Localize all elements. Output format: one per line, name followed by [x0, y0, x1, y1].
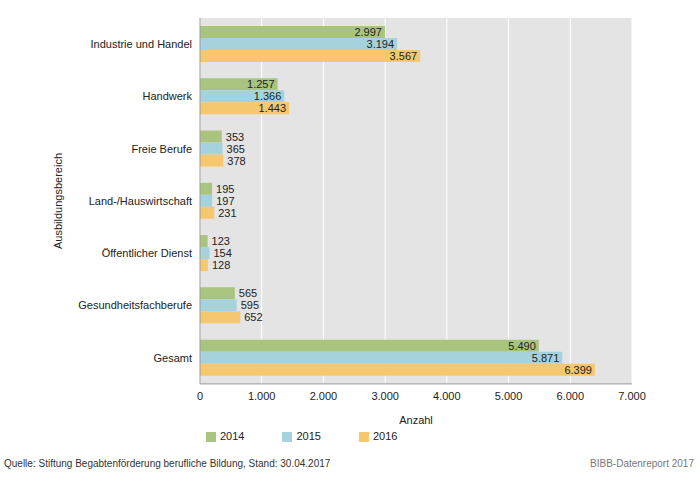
svg-text:1.443: 1.443 [259, 102, 287, 114]
svg-text:123: 123 [212, 235, 230, 247]
svg-text:Land-/Hauswirtschaft: Land-/Hauswirtschaft [89, 195, 192, 207]
svg-text:3.000: 3.000 [371, 390, 399, 402]
svg-text:2.000: 2.000 [310, 390, 338, 402]
svg-text:365: 365 [227, 143, 245, 155]
svg-text:1.257: 1.257 [247, 78, 275, 90]
svg-text:4.000: 4.000 [433, 390, 461, 402]
html-text:2014: 2014 [220, 429, 245, 442]
html-text:2016: 2016 [373, 429, 398, 442]
svg-text:Freie Berufe: Freie Berufe [131, 143, 192, 155]
svg-text:565: 565 [239, 287, 257, 299]
svg-text:595: 595 [241, 299, 259, 311]
svg-text:128: 128 [212, 259, 230, 271]
svg-text:7.000: 7.000 [618, 390, 646, 402]
html-text:Quelle: Stiftung Begabtenförde: Quelle: Stiftung Begabtenförderung beruf… [4, 458, 331, 469]
svg-text:6.399: 6.399 [564, 364, 592, 376]
svg-text:Ausbildungsbereich: Ausbildungsbereich [52, 153, 64, 249]
svg-text:Anzahl: Anzahl [399, 414, 433, 426]
svg-text:Handwerk: Handwerk [142, 90, 192, 102]
svg-text:Gesamt: Gesamt [153, 352, 192, 364]
svg-text:652: 652 [244, 311, 262, 323]
svg-text:6.000: 6.000 [557, 390, 585, 402]
svg-text:3.194: 3.194 [367, 38, 395, 50]
svg-text:197: 197 [216, 195, 234, 207]
svg-text:2.997: 2.997 [354, 26, 382, 38]
svg-text:154: 154 [214, 247, 232, 259]
svg-text:5.871: 5.871 [532, 352, 560, 364]
svg-text:3.567: 3.567 [390, 50, 418, 62]
svg-text:5.000: 5.000 [495, 390, 523, 402]
svg-text:378: 378 [227, 155, 245, 167]
svg-text:353: 353 [226, 131, 244, 143]
svg-text:1.366: 1.366 [254, 90, 282, 102]
svg-text:Industrie und Handel: Industrie und Handel [90, 38, 192, 50]
svg-text:Gesundheitsfachberufe: Gesundheitsfachberufe [78, 299, 192, 311]
svg-text:Öffentlicher Dienst: Öffentlicher Dienst [102, 247, 192, 259]
svg-text:0: 0 [197, 390, 203, 402]
svg-text:195: 195 [216, 183, 234, 195]
svg-text:231: 231 [218, 207, 236, 219]
html-text:2015: 2015 [296, 429, 321, 442]
html-text:BIBB-Datenreport 2017: BIBB-Datenreport 2017 [590, 458, 694, 469]
svg-text:5.490: 5.490 [508, 340, 536, 352]
svg-text:1.000: 1.000 [248, 390, 276, 402]
